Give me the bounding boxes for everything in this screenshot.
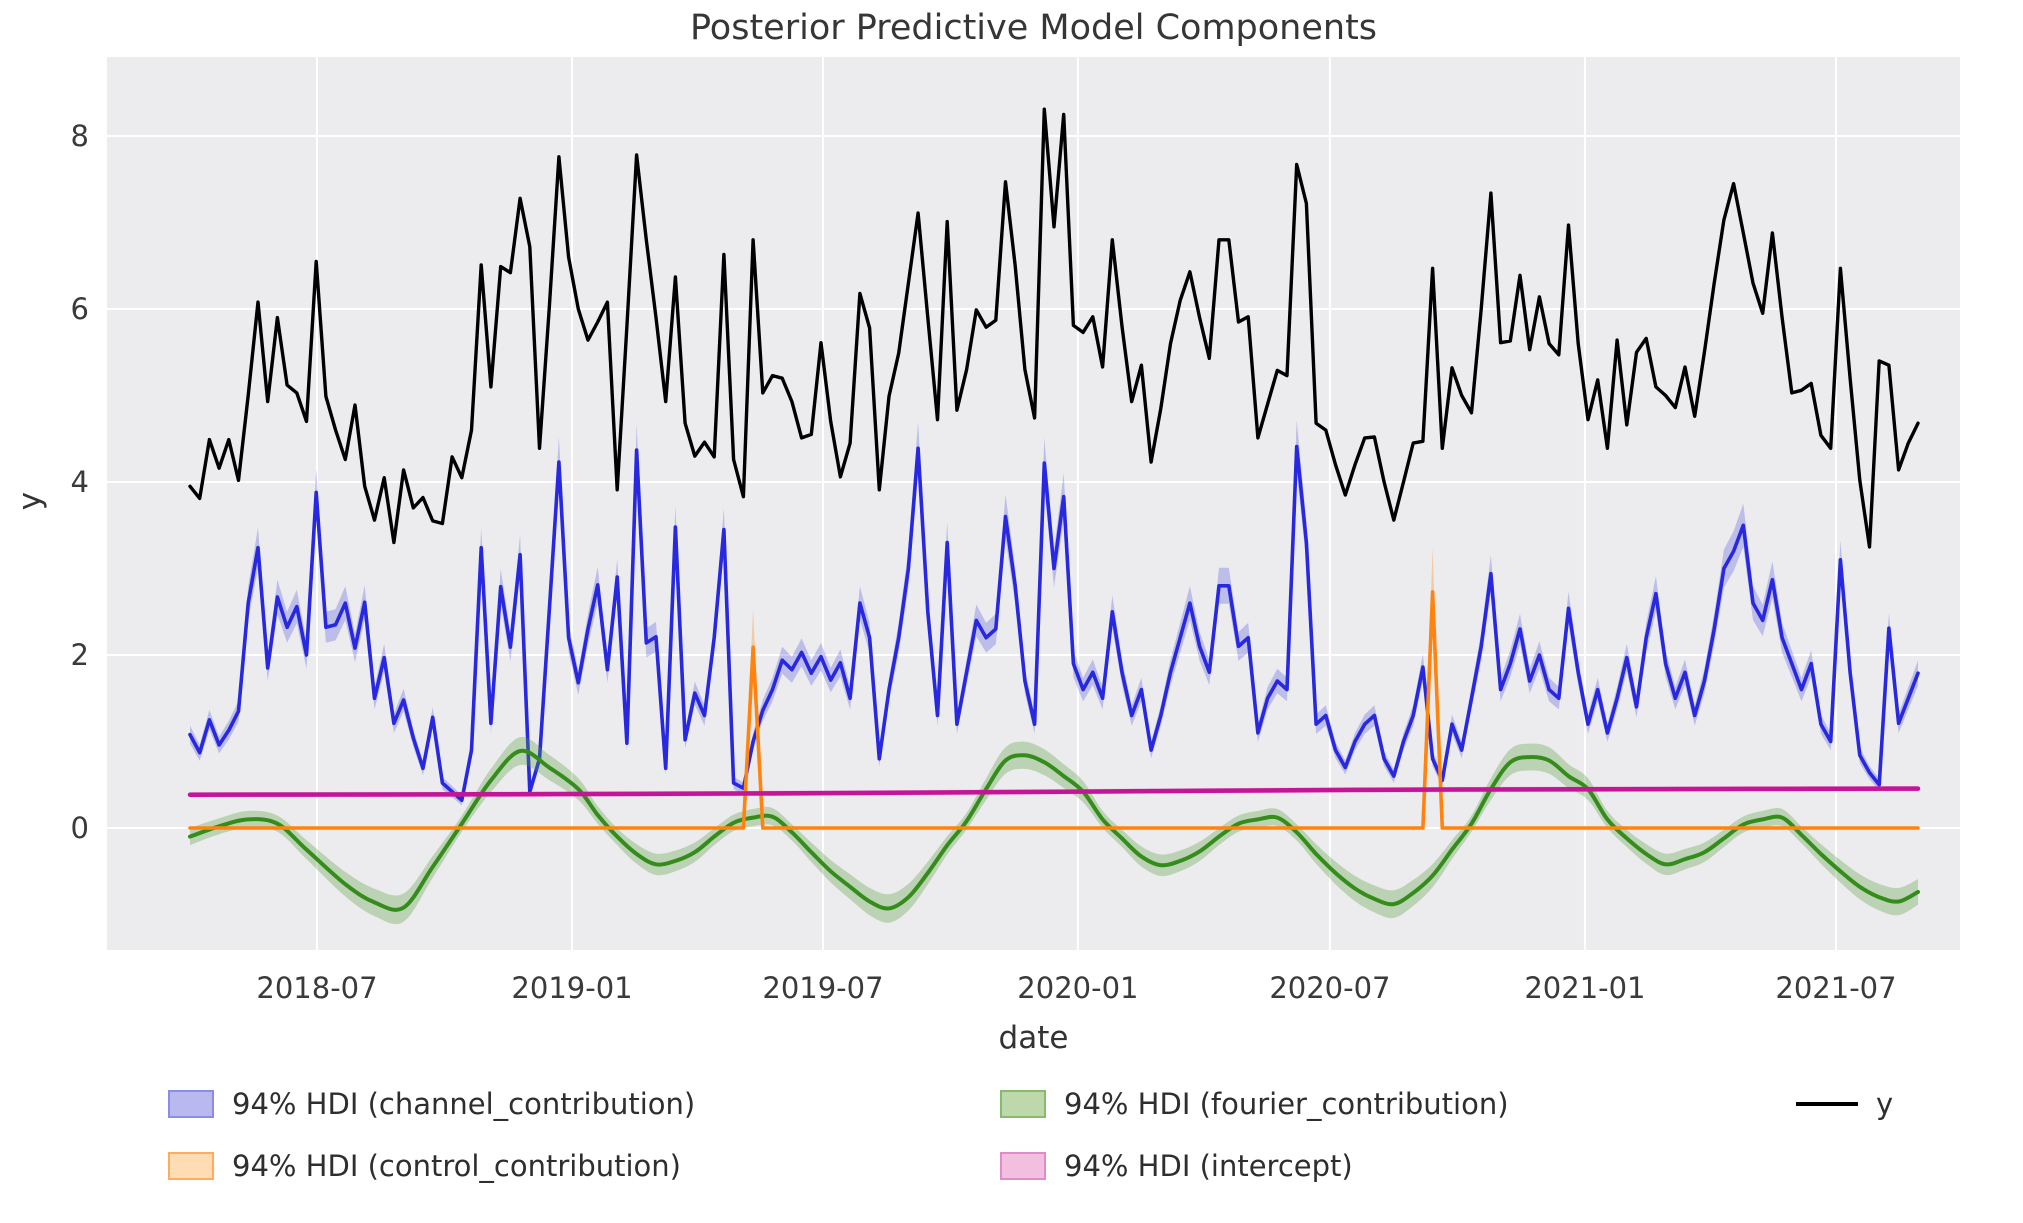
plot-background	[107, 57, 1960, 950]
legend-label: 94% HDI (control_contribution)	[232, 1149, 681, 1183]
y-tick-label: 0	[71, 811, 89, 845]
x-tick-label: 2021-01	[1524, 971, 1645, 1005]
x-tick-label: 2019-07	[762, 971, 883, 1005]
channel-hdi-swatch	[168, 1090, 214, 1118]
fourier-hdi-band	[190, 736, 1918, 925]
intercept-line	[187, 786, 1921, 797]
y-tick-label: 2	[71, 638, 89, 672]
y-line	[188, 107, 1920, 549]
y-line-swatch	[1796, 1102, 1858, 1106]
control-line	[188, 590, 1920, 830]
legend-item-fourier: 94% HDI (fourier_contribution)	[1000, 1086, 1509, 1122]
legend-item-intercept: 94% HDI (intercept)	[1000, 1148, 1353, 1184]
fourier-line	[188, 748, 1920, 912]
y-axis-label: y	[12, 491, 48, 511]
x-axis-label: date	[998, 1020, 1069, 1056]
x-tick-label: 2018-07	[256, 971, 377, 1005]
y-tick-label: 4	[71, 465, 89, 499]
legend-item-y: y	[1796, 1086, 1893, 1122]
legend-item-channel: 94% HDI (channel_contribution)	[168, 1086, 695, 1122]
fourier-hdi-swatch	[1000, 1090, 1046, 1118]
legend-label: 94% HDI (channel_contribution)	[232, 1087, 696, 1121]
control-hdi-swatch	[168, 1152, 214, 1180]
intercept-hdi-swatch	[1000, 1152, 1046, 1180]
chart-title: Posterior Predictive Model Components	[689, 8, 1378, 48]
x-tick-label: 2021-07	[1775, 971, 1896, 1005]
legend-label: y	[1876, 1087, 1894, 1121]
legend-item-control: 94% HDI (control_contribution)	[168, 1148, 681, 1184]
legend-label: 94% HDI (fourier_contribution)	[1064, 1087, 1509, 1121]
channel-line	[188, 444, 1920, 803]
y-tick-label: 6	[71, 292, 89, 326]
x-tick-label: 2019-01	[511, 971, 632, 1005]
x-tick-label: 2020-01	[1017, 971, 1138, 1005]
x-tick-label: 2020-07	[1269, 971, 1390, 1005]
y-tick-label: 8	[71, 119, 89, 153]
legend-label: 94% HDI (intercept)	[1064, 1149, 1353, 1183]
